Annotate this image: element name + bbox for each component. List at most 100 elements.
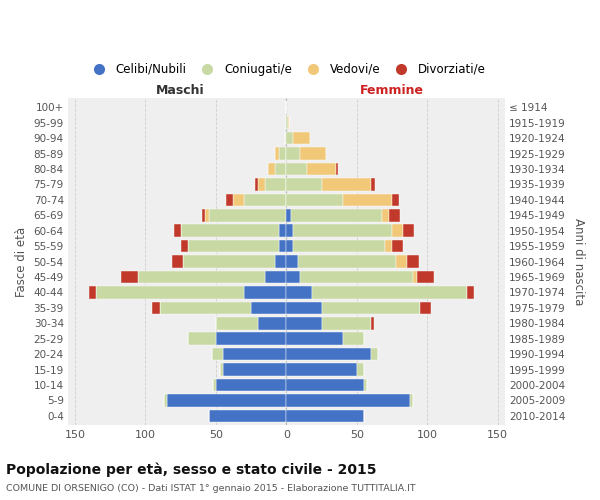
Bar [286, 302, 322, 314]
Bar [275, 147, 279, 160]
Text: Popolazione per età, sesso e stato civile - 2015: Popolazione per età, sesso e stato civil… [6, 462, 377, 477]
Bar [322, 178, 371, 190]
Bar [335, 162, 338, 175]
Bar [288, 116, 289, 129]
Bar [286, 178, 322, 190]
Bar [392, 224, 403, 237]
Bar [89, 286, 96, 299]
Bar [418, 270, 434, 283]
Bar [286, 332, 343, 345]
Bar [293, 240, 385, 252]
Bar [371, 348, 378, 360]
Bar [403, 224, 415, 237]
Bar [396, 255, 407, 268]
Bar [279, 240, 286, 252]
Bar [301, 270, 413, 283]
Bar [96, 286, 244, 299]
Bar [286, 255, 298, 268]
Bar [357, 364, 364, 376]
Bar [160, 302, 251, 314]
Bar [244, 286, 286, 299]
Bar [286, 224, 293, 237]
Bar [268, 162, 275, 175]
Bar [343, 194, 392, 206]
Bar [286, 317, 322, 330]
Bar [286, 348, 371, 360]
Text: Maschi: Maschi [157, 84, 205, 97]
Bar [389, 209, 400, 222]
Bar [286, 240, 293, 252]
Bar [286, 209, 290, 222]
Bar [307, 162, 335, 175]
Bar [188, 332, 216, 345]
Y-axis label: Fasce di età: Fasce di età [15, 226, 28, 296]
Bar [286, 394, 410, 407]
Bar [279, 224, 286, 237]
Bar [167, 394, 286, 407]
Bar [265, 270, 286, 283]
Bar [392, 240, 403, 252]
Bar [301, 147, 326, 160]
Bar [385, 240, 392, 252]
Bar [298, 255, 396, 268]
Bar [279, 147, 286, 160]
Y-axis label: Anni di nascita: Anni di nascita [572, 218, 585, 306]
Bar [216, 332, 286, 345]
Bar [226, 194, 233, 206]
Bar [290, 209, 382, 222]
Bar [407, 255, 419, 268]
Legend: Celibi/Nubili, Coniugati/e, Vedovi/e, Divorziati/e: Celibi/Nubili, Coniugati/e, Vedovi/e, Di… [82, 58, 491, 80]
Text: COMUNE DI ORSENIGO (CO) - Dati ISTAT 1° gennaio 2015 - Elaborazione TUTTITALIA.I: COMUNE DI ORSENIGO (CO) - Dati ISTAT 1° … [6, 484, 416, 493]
Bar [184, 255, 275, 268]
Bar [212, 348, 223, 360]
Bar [265, 178, 286, 190]
Bar [322, 302, 420, 314]
Bar [256, 178, 258, 190]
Text: Femmine: Femmine [360, 84, 424, 97]
Bar [420, 302, 431, 314]
Bar [286, 286, 311, 299]
Bar [251, 302, 286, 314]
Bar [410, 394, 413, 407]
Bar [285, 132, 286, 144]
Bar [293, 224, 392, 237]
Bar [181, 240, 188, 252]
Bar [286, 116, 288, 129]
Bar [139, 270, 265, 283]
Bar [216, 317, 258, 330]
Bar [371, 317, 374, 330]
Bar [205, 209, 209, 222]
Bar [275, 255, 286, 268]
Bar [275, 162, 286, 175]
Bar [311, 286, 467, 299]
Bar [286, 132, 293, 144]
Bar [364, 378, 367, 392]
Bar [121, 270, 139, 283]
Bar [216, 378, 286, 392]
Bar [202, 209, 205, 222]
Bar [371, 178, 375, 190]
Bar [209, 410, 286, 422]
Bar [286, 147, 301, 160]
Bar [209, 209, 286, 222]
Bar [392, 194, 399, 206]
Bar [343, 332, 364, 345]
Bar [467, 286, 473, 299]
Bar [152, 302, 160, 314]
Bar [258, 317, 286, 330]
Bar [233, 194, 244, 206]
Bar [173, 224, 181, 237]
Bar [164, 394, 167, 407]
Bar [244, 194, 286, 206]
Bar [188, 240, 279, 252]
Bar [286, 162, 307, 175]
Bar [220, 364, 223, 376]
Bar [286, 378, 364, 392]
Bar [322, 317, 371, 330]
Bar [181, 224, 279, 237]
Bar [223, 364, 286, 376]
Bar [286, 410, 364, 422]
Bar [223, 348, 286, 360]
Bar [213, 378, 216, 392]
Bar [286, 364, 357, 376]
